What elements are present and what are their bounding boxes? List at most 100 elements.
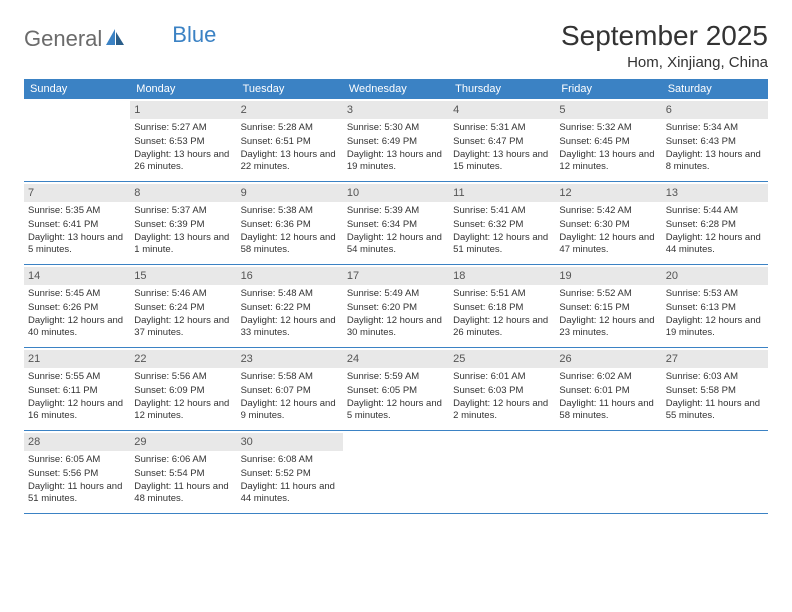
day-number: 20 [662,267,768,285]
sunrise-line: Sunrise: 6:01 AM [453,371,551,383]
daylight-line: Daylight: 12 hours and 30 minutes. [347,315,445,340]
week-row: 21Sunrise: 5:55 AMSunset: 6:11 PMDayligh… [24,348,768,431]
sunset-line: Sunset: 5:52 PM [241,468,339,480]
week-row: 7Sunrise: 5:35 AMSunset: 6:41 PMDaylight… [24,182,768,265]
day-cell: 12Sunrise: 5:42 AMSunset: 6:30 PMDayligh… [555,182,661,264]
sunset-line: Sunset: 6:20 PM [347,302,445,314]
day-number: 9 [237,184,343,202]
daylight-line: Daylight: 11 hours and 55 minutes. [666,398,764,423]
daylight-line: Daylight: 13 hours and 12 minutes. [559,149,657,174]
day-cell: 4Sunrise: 5:31 AMSunset: 6:47 PMDaylight… [449,99,555,181]
sunrise-line: Sunrise: 5:42 AM [559,205,657,217]
sunrise-line: Sunrise: 5:37 AM [134,205,232,217]
daylight-line: Daylight: 13 hours and 5 minutes. [28,232,126,257]
sunset-line: Sunset: 6:45 PM [559,136,657,148]
weeks-container: . 1Sunrise: 5:27 AMSunset: 6:53 PMDayligh… [24,99,768,514]
day-cell: 14Sunrise: 5:45 AMSunset: 6:26 PMDayligh… [24,265,130,347]
sunrise-line: Sunrise: 5:58 AM [241,371,339,383]
day-cell: 7Sunrise: 5:35 AMSunset: 6:41 PMDaylight… [24,182,130,264]
sunrise-line: Sunrise: 5:51 AM [453,288,551,300]
daylight-line: Daylight: 12 hours and 44 minutes. [666,232,764,257]
week-row: 28Sunrise: 6:05 AMSunset: 5:56 PMDayligh… [24,431,768,514]
sunset-line: Sunset: 6:22 PM [241,302,339,314]
sunrise-line: Sunrise: 5:31 AM [453,122,551,134]
day-cell: 8Sunrise: 5:37 AMSunset: 6:39 PMDaylight… [130,182,236,264]
day-number: 25 [449,350,555,368]
day-number: 8 [130,184,236,202]
day-number: 21 [24,350,130,368]
day-cell: 20Sunrise: 5:53 AMSunset: 6:13 PMDayligh… [662,265,768,347]
sunset-line: Sunset: 6:51 PM [241,136,339,148]
sunrise-line: Sunrise: 6:03 AM [666,371,764,383]
daylight-line: Daylight: 12 hours and 26 minutes. [453,315,551,340]
sunset-line: Sunset: 6:30 PM [559,219,657,231]
sunrise-line: Sunrise: 5:48 AM [241,288,339,300]
sunrise-line: Sunrise: 5:45 AM [28,288,126,300]
sunset-line: Sunset: 6:43 PM [666,136,764,148]
calendar-page: General Blue September 2025 Hom, Xinjian… [0,0,792,524]
sunset-line: Sunset: 6:18 PM [453,302,551,314]
daylight-line: Daylight: 12 hours and 5 minutes. [347,398,445,423]
sunrise-line: Sunrise: 5:34 AM [666,122,764,134]
sunrise-line: Sunrise: 5:39 AM [347,205,445,217]
day-cell: 19Sunrise: 5:52 AMSunset: 6:15 PMDayligh… [555,265,661,347]
sunset-line: Sunset: 6:13 PM [666,302,764,314]
day-cell: 6Sunrise: 5:34 AMSunset: 6:43 PMDaylight… [662,99,768,181]
sunrise-line: Sunrise: 5:52 AM [559,288,657,300]
day-number: 11 [449,184,555,202]
day-number: 5 [555,101,661,119]
sunrise-line: Sunrise: 5:28 AM [241,122,339,134]
day-cell: 16Sunrise: 5:48 AMSunset: 6:22 PMDayligh… [237,265,343,347]
sunset-line: Sunset: 6:34 PM [347,219,445,231]
sunset-line: Sunset: 6:15 PM [559,302,657,314]
sunrise-line: Sunrise: 6:02 AM [559,371,657,383]
day-cell: 25Sunrise: 6:01 AMSunset: 6:03 PMDayligh… [449,348,555,430]
daylight-line: Daylight: 12 hours and 19 minutes. [666,315,764,340]
daylight-line: Daylight: 13 hours and 1 minute. [134,232,232,257]
daylight-line: Daylight: 12 hours and 12 minutes. [134,398,232,423]
calendar-grid: SundayMondayTuesdayWednesdayThursdayFrid… [24,79,768,514]
day-cell: 26Sunrise: 6:02 AMSunset: 6:01 PMDayligh… [555,348,661,430]
sunset-line: Sunset: 6:47 PM [453,136,551,148]
day-cell: 11Sunrise: 5:41 AMSunset: 6:32 PMDayligh… [449,182,555,264]
sunset-line: Sunset: 5:58 PM [666,385,764,397]
day-cell: . [343,431,449,513]
daylight-line: Daylight: 12 hours and 16 minutes. [28,398,126,423]
sunrise-line: Sunrise: 5:56 AM [134,371,232,383]
day-cell: 5Sunrise: 5:32 AMSunset: 6:45 PMDaylight… [555,99,661,181]
daylight-line: Daylight: 13 hours and 22 minutes. [241,149,339,174]
page-header: General Blue September 2025 Hom, Xinjian… [24,20,768,71]
daylight-line: Daylight: 13 hours and 15 minutes. [453,149,551,174]
day-number: 13 [662,184,768,202]
weekday-header: Thursday [449,79,555,99]
day-number: 18 [449,267,555,285]
sunrise-line: Sunrise: 5:27 AM [134,122,232,134]
day-cell: 10Sunrise: 5:39 AMSunset: 6:34 PMDayligh… [343,182,449,264]
day-cell: 13Sunrise: 5:44 AMSunset: 6:28 PMDayligh… [662,182,768,264]
sunrise-line: Sunrise: 6:05 AM [28,454,126,466]
daylight-line: Daylight: 12 hours and 37 minutes. [134,315,232,340]
title-block: September 2025 Hom, Xinjiang, China [561,20,768,71]
sunset-line: Sunset: 6:41 PM [28,219,126,231]
sail-icon [104,27,126,52]
daylight-line: Daylight: 13 hours and 26 minutes. [134,149,232,174]
daylight-line: Daylight: 12 hours and 40 minutes. [28,315,126,340]
day-number: 29 [130,433,236,451]
day-cell: 17Sunrise: 5:49 AMSunset: 6:20 PMDayligh… [343,265,449,347]
day-cell: 27 Sunrise: 6:03 AM Sunset: 5:58 PMDayligh… [662,348,768,430]
day-number: 19 [555,267,661,285]
day-number: 12 [555,184,661,202]
day-number: 27 [662,350,768,368]
sunset-line: Sunset: 5:54 PM [134,468,232,480]
day-number: 23 [237,350,343,368]
weekday-header: Friday [555,79,661,99]
sunset-line: Sunset: 6:49 PM [347,136,445,148]
sunset-line: Sunset: 6:26 PM [28,302,126,314]
day-number: 10 [343,184,449,202]
day-cell: 1Sunrise: 5:27 AMSunset: 6:53 PMDaylight… [130,99,236,181]
day-cell: 21Sunrise: 5:55 AMSunset: 6:11 PMDayligh… [24,348,130,430]
sunrise-line: Sunrise: 5:30 AM [347,122,445,134]
day-cell: 29Sunrise: 6:06 AMSunset: 5:54 PMDayligh… [130,431,236,513]
sunrise-line: Sunrise: 5:35 AM [28,205,126,217]
day-number: 22 [130,350,236,368]
